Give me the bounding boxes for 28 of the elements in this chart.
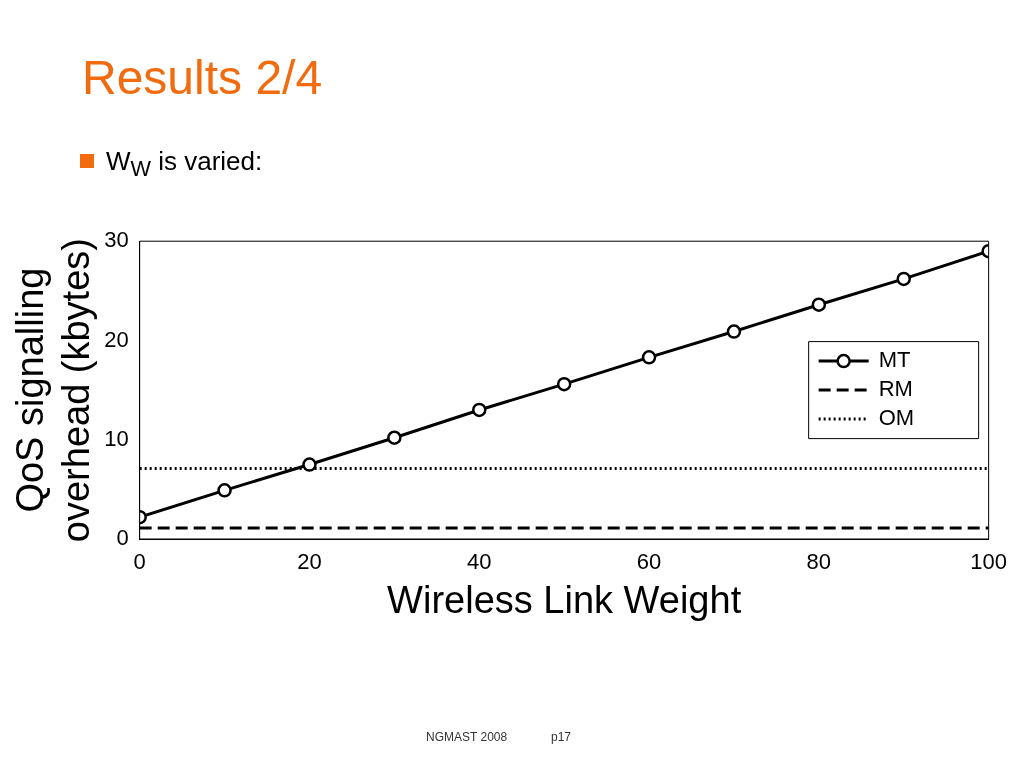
point bbox=[302, 457, 317, 472]
legend-label: OM bbox=[878, 405, 915, 431]
y-tick-label: 20 bbox=[104, 326, 129, 352]
point bbox=[726, 324, 742, 339]
x-axis-title: Wireless Link Weight bbox=[387, 578, 742, 621]
point bbox=[896, 271, 911, 287]
y-tick-label: 30 bbox=[104, 227, 129, 253]
point bbox=[641, 350, 657, 365]
point bbox=[217, 483, 232, 498]
text: p17 bbox=[551, 730, 572, 744]
y-axis-title: QoS signalling overhead (kbytes) bbox=[9, 238, 97, 543]
x-tick-label: 80 bbox=[806, 549, 832, 575]
text: NGMAST 2008 bbox=[426, 730, 508, 744]
point bbox=[472, 402, 487, 418]
point bbox=[811, 297, 827, 312]
chart-title: Results 2/4 bbox=[82, 50, 323, 105]
x-tick-label: 60 bbox=[636, 549, 662, 575]
y-tick-label: 0 bbox=[116, 525, 129, 551]
chart-subtitle: W$_{W}$ is varied: bbox=[106, 146, 263, 183]
point bbox=[556, 376, 572, 392]
x-tick-label: 100 bbox=[970, 549, 1008, 575]
legend-label: RM bbox=[878, 376, 913, 402]
x-tick-label: 0 bbox=[133, 549, 146, 575]
point bbox=[387, 430, 402, 445]
legend-label: MT bbox=[878, 347, 911, 373]
x-tick-label: 20 bbox=[297, 549, 322, 575]
x-tick-label: 40 bbox=[467, 549, 492, 575]
y-tick-label: 10 bbox=[104, 425, 129, 451]
